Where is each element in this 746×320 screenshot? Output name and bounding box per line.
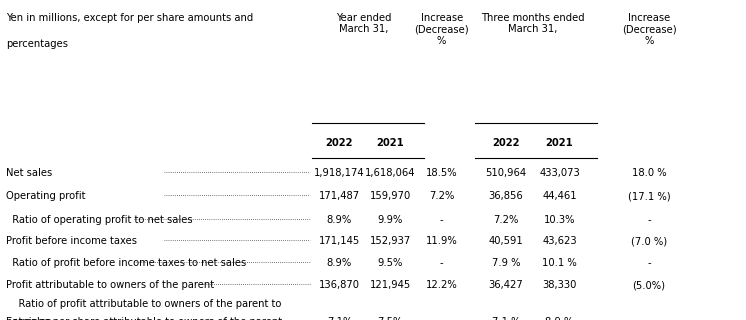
Text: Ratio of profit before income taxes to net sales: Ratio of profit before income taxes to n… xyxy=(6,258,246,268)
Text: Yen in millions, except for per share amounts and: Yen in millions, except for per share am… xyxy=(6,13,253,23)
Text: 136,870: 136,870 xyxy=(319,280,360,290)
Text: 12.2%: 12.2% xyxy=(426,280,457,290)
Text: 7.2%: 7.2% xyxy=(493,215,518,225)
Text: 18.5%: 18.5% xyxy=(426,168,457,178)
Text: (5.0%): (5.0%) xyxy=(633,280,665,290)
Text: 8.9 %: 8.9 % xyxy=(545,317,574,320)
Text: -: - xyxy=(648,258,651,268)
Text: 7.1%: 7.1% xyxy=(327,317,352,320)
Text: -: - xyxy=(648,317,651,320)
Text: 38,330: 38,330 xyxy=(542,280,577,290)
Text: Three months ended
March 31,: Three months ended March 31, xyxy=(481,13,584,35)
Text: 7.9 %: 7.9 % xyxy=(492,258,520,268)
Text: 9.5%: 9.5% xyxy=(377,258,403,268)
Text: -: - xyxy=(440,258,443,268)
Text: 171,145: 171,145 xyxy=(319,236,360,246)
Text: 8.9%: 8.9% xyxy=(327,258,352,268)
Text: 10.3%: 10.3% xyxy=(544,215,575,225)
Text: Ratio of profit attributable to owners of the parent to: Ratio of profit attributable to owners o… xyxy=(6,299,281,308)
Text: 7.1 %: 7.1 % xyxy=(492,317,520,320)
Text: 433,073: 433,073 xyxy=(539,168,580,178)
Text: Increase
(Decrease)
%: Increase (Decrease) % xyxy=(621,13,677,46)
Text: 152,937: 152,937 xyxy=(369,236,411,246)
Text: 43,623: 43,623 xyxy=(542,236,577,246)
Text: 10.1 %: 10.1 % xyxy=(542,258,577,268)
Text: percentages: percentages xyxy=(6,39,68,49)
Text: 1,618,064: 1,618,064 xyxy=(365,168,416,178)
Text: 9.9%: 9.9% xyxy=(377,215,403,225)
Text: (7.0 %): (7.0 %) xyxy=(631,236,667,246)
Text: Profit before income taxes: Profit before income taxes xyxy=(6,236,137,246)
Text: -: - xyxy=(440,215,443,225)
Text: Operating profit: Operating profit xyxy=(6,191,86,201)
Text: 36,427: 36,427 xyxy=(489,280,523,290)
Text: 121,945: 121,945 xyxy=(369,280,411,290)
Text: 2021: 2021 xyxy=(376,138,404,148)
Text: Increase
(Decrease)
%: Increase (Decrease) % xyxy=(414,13,469,46)
Text: Earnings per share attributable to owners of the parent: Earnings per share attributable to owner… xyxy=(6,317,282,320)
Text: 510,964: 510,964 xyxy=(485,168,527,178)
Text: -: - xyxy=(648,215,651,225)
Text: 2022: 2022 xyxy=(326,138,353,148)
Text: 7.5%: 7.5% xyxy=(377,317,403,320)
Text: 1,918,174: 1,918,174 xyxy=(314,168,365,178)
Text: 2021: 2021 xyxy=(545,138,574,148)
Text: Net sales: Net sales xyxy=(6,168,52,178)
Text: 11.9%: 11.9% xyxy=(426,236,457,246)
Text: Ratio of operating profit to net sales: Ratio of operating profit to net sales xyxy=(6,215,192,225)
Text: 8.9%: 8.9% xyxy=(327,215,352,225)
Text: 7.2%: 7.2% xyxy=(429,191,454,201)
Text: (17.1 %): (17.1 %) xyxy=(627,191,671,201)
Text: -: - xyxy=(440,317,443,320)
Text: 159,970: 159,970 xyxy=(369,191,411,201)
Text: Year ended
March 31,: Year ended March 31, xyxy=(336,13,392,35)
Text: 2022: 2022 xyxy=(492,138,519,148)
Text: 171,487: 171,487 xyxy=(319,191,360,201)
Text: 18.0 %: 18.0 % xyxy=(632,168,666,178)
Text: 36,856: 36,856 xyxy=(489,191,523,201)
Text: net sales: net sales xyxy=(6,317,51,320)
Text: 40,591: 40,591 xyxy=(489,236,523,246)
Text: 44,461: 44,461 xyxy=(542,191,577,201)
Text: Profit attributable to owners of the parent: Profit attributable to owners of the par… xyxy=(6,280,214,290)
